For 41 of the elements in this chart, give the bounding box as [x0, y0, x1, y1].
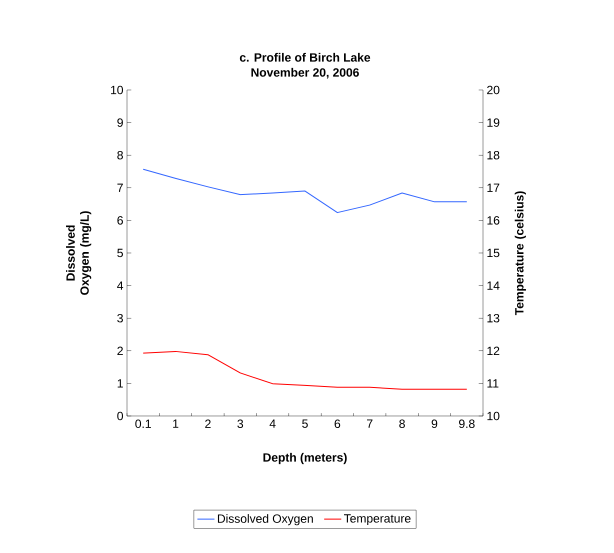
x-tick-label: 4 [270, 420, 276, 428]
y-tick-label: 8 [117, 150, 123, 160]
y2-tick-label: 14 [487, 281, 500, 290]
y-tick-label: 7 [117, 184, 123, 192]
y2-tick-label: 19 [487, 118, 500, 127]
x-tick-label: 9.8 [459, 420, 475, 428]
x-tick-label: 6 [334, 420, 340, 428]
line-series [142, 168, 468, 214]
y-tick-label: 3 [117, 314, 123, 322]
x-tick-label: 9 [432, 420, 438, 428]
x-tick-label: 7 [367, 420, 372, 428]
y-tick-label: 9 [117, 118, 123, 127]
x-axis-title: Depth (meters) [263, 452, 347, 464]
y2-axis-title: Temperature (celsius) [514, 191, 526, 316]
legend-label: Dissolved Oxygen [218, 514, 313, 526]
x-tick-label: 3 [237, 420, 244, 428]
y-tick-label: 0 [117, 412, 124, 420]
x-tick-label: 0.1 [135, 420, 151, 428]
x-tick-label: 5 [302, 420, 308, 428]
y-axis-title: Dissolved Oxygen (mg/L) [66, 211, 92, 295]
y-tick-label: 6 [117, 216, 123, 225]
y-tick-label: 10 [111, 86, 124, 94]
x-tick-label: 8 [399, 420, 405, 428]
x-tick-label: 2 [205, 420, 211, 428]
y2-tick-label: 11 [487, 379, 498, 388]
chart-title: c. Profile of Birch Lake [240, 52, 370, 62]
y2-tick-label: 12 [487, 346, 500, 355]
y-tick-label: 1 [118, 379, 123, 388]
legend-label: Temperature [344, 514, 411, 526]
y-tick-label: 2 [117, 346, 123, 355]
y2-tick-label: 13 [487, 314, 500, 322]
y2-tick-label: 10 [487, 412, 500, 420]
y2-tick-label: 15 [487, 248, 500, 258]
y2-tick-label: 18 [487, 150, 500, 160]
x-tick-label: 1 [173, 420, 178, 428]
chart-subtitle: November 20, 2006 [251, 68, 359, 78]
y2-tick-label: 20 [487, 86, 500, 94]
y-tick-label: 5 [117, 248, 123, 258]
y2-tick-label: 16 [487, 216, 500, 225]
y2-tick-label: 17 [487, 184, 500, 192]
y-tick-label: 4 [117, 281, 124, 290]
